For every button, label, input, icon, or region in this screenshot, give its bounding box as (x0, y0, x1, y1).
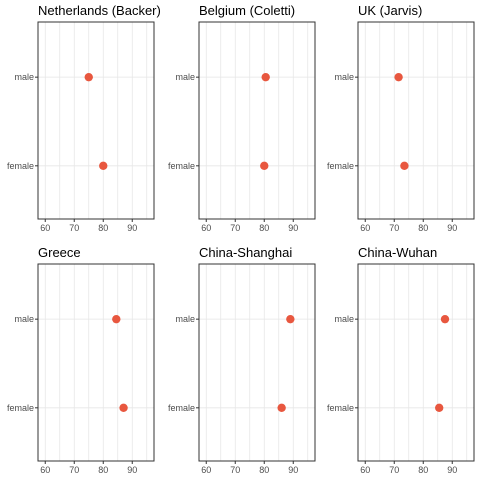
y-tick-label: male (175, 72, 195, 82)
panel-title: Belgium (Coletti) (199, 3, 295, 18)
panel-title: Netherlands (Backer) (38, 3, 161, 18)
y-tick-label: female (327, 403, 354, 413)
facet-panel: China-Wuhan male female 60 70 80 90 (327, 245, 474, 475)
data-point-male (262, 73, 270, 81)
y-tick-label: male (334, 314, 354, 324)
y-tick-label: male (175, 314, 195, 324)
x-tick-label: 60 (360, 223, 370, 233)
facet-panel: Greece male female 60 70 80 90 (7, 245, 154, 475)
x-tick-label: 70 (389, 223, 399, 233)
y-tick-label: female (168, 403, 195, 413)
facet-panel: UK (Jarvis) male female 60 70 80 90 (327, 3, 474, 233)
x-tick-label: 90 (127, 465, 137, 475)
data-point-male (441, 315, 449, 323)
panel-title: UK (Jarvis) (358, 3, 422, 18)
x-tick-label: 80 (418, 223, 428, 233)
x-tick-label: 60 (201, 223, 211, 233)
data-point-female (435, 404, 443, 412)
y-tick-label: female (7, 161, 34, 171)
y-tick-label: male (14, 72, 34, 82)
x-tick-label: 90 (447, 465, 457, 475)
x-tick-label: 70 (69, 223, 79, 233)
facet-panel: China-Shanghai male female 60 70 80 90 (168, 245, 315, 475)
x-tick-label: 60 (40, 223, 50, 233)
y-tick-label: female (7, 403, 34, 413)
x-tick-label: 60 (40, 465, 50, 475)
x-tick-label: 90 (288, 465, 298, 475)
x-tick-label: 80 (259, 223, 269, 233)
data-point-female (277, 404, 285, 412)
x-tick-label: 70 (69, 465, 79, 475)
y-tick-label: male (14, 314, 34, 324)
data-point-male (112, 315, 120, 323)
x-tick-label: 70 (230, 465, 240, 475)
x-tick-label: 60 (201, 465, 211, 475)
panel-frame (38, 22, 154, 219)
panel-frame (38, 264, 154, 461)
x-tick-label: 80 (98, 223, 108, 233)
panel-title: Greece (38, 245, 81, 260)
y-tick-label: male (334, 72, 354, 82)
x-tick-label: 80 (418, 465, 428, 475)
panel-frame (199, 264, 315, 461)
x-tick-label: 90 (447, 223, 457, 233)
x-tick-label: 80 (259, 465, 269, 475)
y-tick-label: female (327, 161, 354, 171)
data-point-male (286, 315, 294, 323)
panel-frame (358, 22, 474, 219)
data-point-female (260, 162, 268, 170)
data-point-male (394, 73, 402, 81)
x-tick-label: 80 (98, 465, 108, 475)
data-point-male (85, 73, 93, 81)
y-tick-label: female (168, 161, 195, 171)
panel-frame (358, 264, 474, 461)
x-tick-label: 60 (360, 465, 370, 475)
facet-panel: Netherlands (Backer) male female 60 70 80 90 (7, 3, 161, 233)
data-point-female (99, 162, 107, 170)
facet-panel: Belgium (Coletti) male female 60 70 80 90 (168, 3, 315, 233)
x-tick-label: 70 (230, 223, 240, 233)
x-tick-label: 90 (127, 223, 137, 233)
x-tick-label: 90 (288, 223, 298, 233)
panel-title: China-Shanghai (199, 245, 292, 260)
panel-title: China-Wuhan (358, 245, 437, 260)
x-tick-label: 70 (389, 465, 399, 475)
data-point-female (400, 162, 408, 170)
data-point-female (119, 404, 127, 412)
panel-frame (199, 22, 315, 219)
